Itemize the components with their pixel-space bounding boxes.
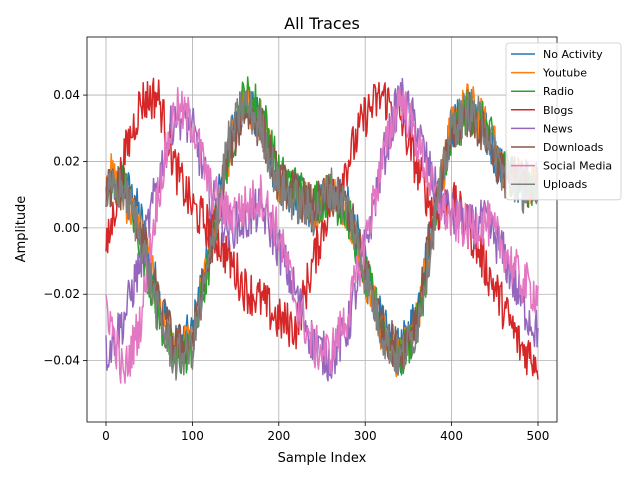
x-axis-label: Sample Index (278, 451, 367, 466)
y-tick-label: 0.04 (53, 88, 80, 102)
legend-box (505, 42, 622, 201)
series-line-social-media (105, 86, 539, 384)
axis-ticks: 0 100 200 300 400 500 −0.04 −0.02 0.00 0.02 0.04 (43, 88, 549, 443)
legend-label: News (543, 122, 573, 135)
x-tick-label: 100 (181, 429, 204, 443)
legend-label: Radio (543, 85, 574, 98)
legend: No Activity Youtube Radio Blogs News Download… (505, 42, 622, 201)
plot-area (105, 76, 539, 384)
legend-label: Uploads (543, 178, 588, 191)
y-tick-label: 0.02 (53, 154, 80, 168)
plot-frame (86, 36, 558, 423)
series-layer (105, 76, 539, 384)
chart-title: All Traces (284, 14, 360, 33)
series-line-uploads (105, 88, 539, 381)
x-tick-label: 200 (267, 429, 290, 443)
y-tick-label: −0.02 (43, 287, 80, 301)
legend-label: Blogs (543, 104, 573, 117)
y-axis-label: Amplitude (14, 196, 29, 263)
y-tick-label: 0.00 (53, 221, 80, 235)
legend-label: Youtube (542, 67, 587, 80)
x-tick-label: 300 (354, 429, 377, 443)
x-tick-label: 500 (527, 429, 550, 443)
legend-label: Social Media (543, 160, 612, 173)
y-tick-label: −0.04 (43, 354, 80, 368)
grid (87, 37, 557, 422)
x-tick-label: 400 (440, 429, 463, 443)
x-tick-label: 0 (102, 429, 110, 443)
legend-label: No Activity (543, 48, 603, 61)
legend-label: Downloads (543, 141, 604, 154)
